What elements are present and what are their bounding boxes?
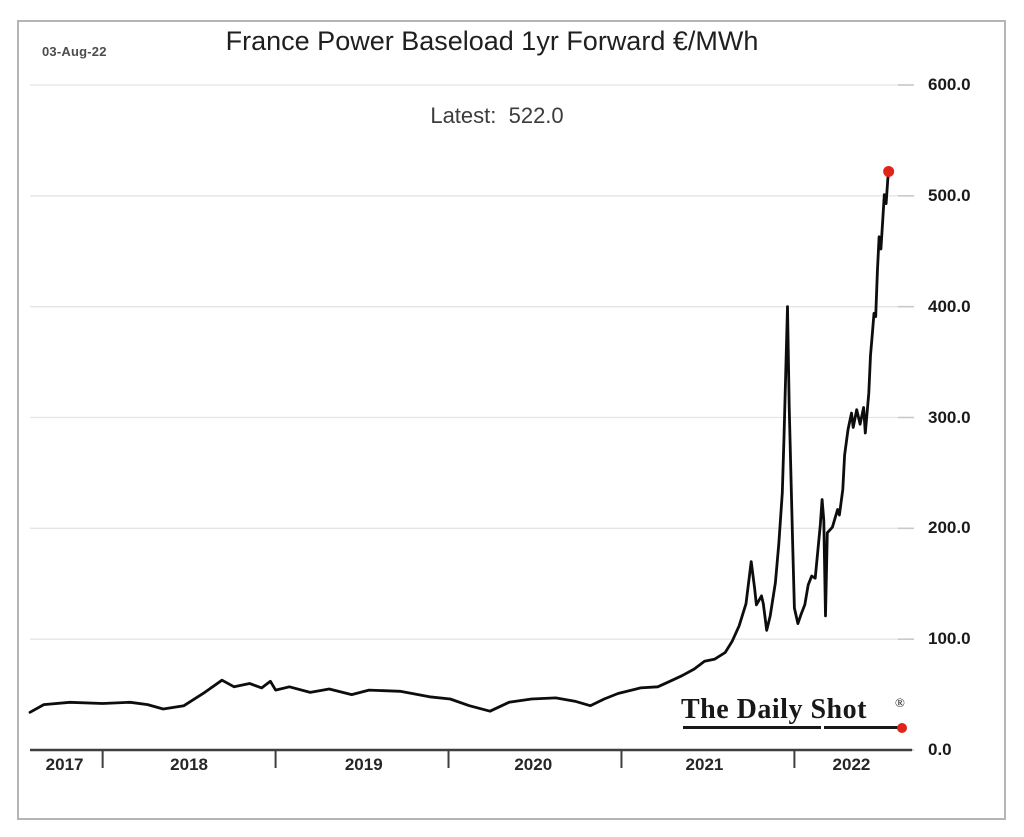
x-axis-year-label: 2017: [45, 755, 84, 774]
y-axis-tick-label: 200.0: [928, 518, 971, 538]
x-axis-year-label: 2018: [170, 755, 209, 774]
y-axis-tick-label: 600.0: [928, 75, 971, 94]
date-stamp: 03-Aug-22: [42, 44, 107, 59]
chart-frame: [17, 20, 1006, 820]
chart-title: France Power Baseload 1yr Forward €/MWh: [225, 26, 759, 56]
latest-value-annotation: Latest: 522.0: [430, 103, 564, 128]
latest-point-marker: [883, 165, 895, 177]
logo-underline-left: [683, 726, 821, 729]
y-axis-tick-label: 100.0: [928, 629, 971, 649]
y-axis-tick-label: 0.0: [928, 740, 952, 759]
x-axis-year-label: 2022: [832, 755, 871, 774]
y-axis-tick-label: 400.0: [928, 296, 971, 316]
price-line: [28, 170, 891, 714]
x-axis-year-label: 2020: [514, 755, 553, 774]
logo-red-dot-icon: [897, 723, 907, 733]
daily-shot-logo: The Daily Shot ®: [681, 694, 913, 738]
y-axis-tick-label: 300.0: [928, 407, 971, 427]
x-axis-year-label: 2019: [344, 755, 383, 774]
logo-underline-right: [824, 726, 900, 729]
registered-trademark-icon: ®: [895, 695, 905, 710]
x-axis-year-label: 2021: [685, 755, 724, 774]
logo-text: The Daily Shot: [681, 694, 867, 725]
y-axis-tick-label: 500.0: [928, 185, 971, 205]
